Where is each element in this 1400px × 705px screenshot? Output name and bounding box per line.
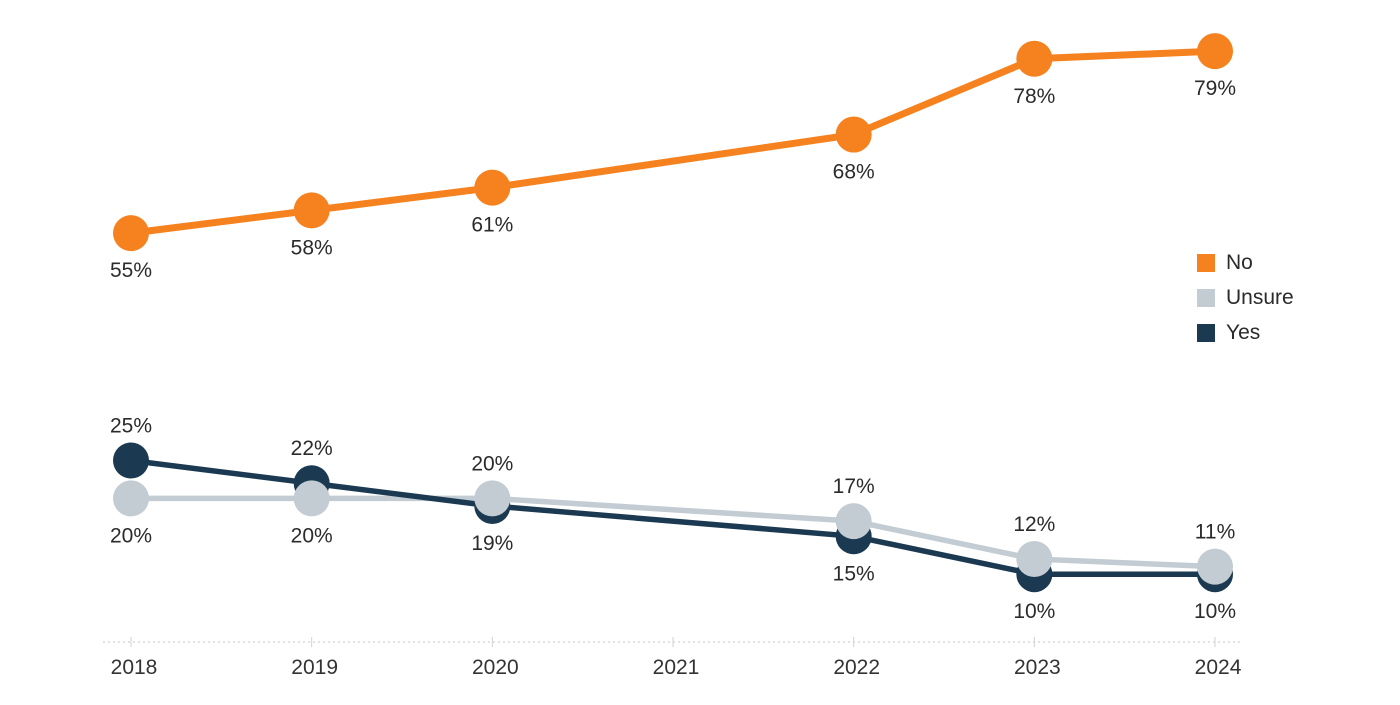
- legend-item-no: No: [1197, 252, 1294, 274]
- chart-legend: No Unsure Yes: [1197, 252, 1294, 357]
- x-axis-label-2021: 2021: [653, 656, 700, 679]
- point-label-unsure-2019: 20%: [291, 524, 333, 547]
- legend-item-unsure: Unsure: [1197, 287, 1294, 309]
- point-label-no-2018: 55%: [110, 259, 152, 282]
- point-no-2024: [1197, 33, 1234, 70]
- legend-swatch-no: [1197, 254, 1215, 272]
- point-unsure-2022: [835, 503, 872, 540]
- point-label-yes-2023: 10%: [1013, 600, 1055, 623]
- x-axis-label-2024: 2024: [1195, 656, 1242, 679]
- point-label-unsure-2018: 20%: [110, 524, 152, 547]
- point-no-2022: [835, 116, 872, 153]
- series-unsure-line: [128, 495, 1218, 570]
- x-axis-label-2020: 2020: [472, 656, 519, 679]
- legend-label-no: No: [1226, 251, 1253, 274]
- legend-label-yes: Yes: [1226, 321, 1261, 344]
- point-label-yes-2022: 15%: [833, 562, 875, 585]
- point-unsure-2023: [1016, 541, 1053, 578]
- point-no-2019: [293, 192, 330, 229]
- point-label-no-2020: 61%: [471, 214, 513, 237]
- legend-swatch-yes: [1197, 324, 1215, 342]
- point-unsure-2020: [474, 480, 511, 517]
- point-unsure-2018: [113, 480, 149, 517]
- point-no-2020: [474, 169, 511, 206]
- legend-label-unsure: Unsure: [1226, 286, 1294, 309]
- x-axis-label-2018: 2018: [111, 656, 158, 679]
- point-yes-2018: [113, 442, 149, 479]
- series-no-line: [127, 47, 1219, 237]
- point-label-unsure-2020: 20%: [471, 452, 513, 475]
- series-yes-line: [128, 457, 1218, 577]
- point-unsure-2024: [1197, 548, 1234, 585]
- point-label-no-2022: 68%: [833, 161, 875, 184]
- point-label-yes-2018: 25%: [110, 415, 152, 438]
- legend-swatch-unsure: [1197, 289, 1215, 307]
- point-label-unsure-2024: 11%: [1195, 521, 1235, 544]
- point-unsure-2019: [293, 480, 330, 517]
- point-label-unsure-2023: 12%: [1013, 513, 1055, 536]
- point-label-yes-2024: 10%: [1194, 600, 1236, 623]
- point-label-no-2024: 79%: [1194, 77, 1236, 100]
- point-label-yes-2019: 22%: [291, 437, 333, 460]
- x-axis-label-2022: 2022: [833, 656, 880, 679]
- legend-item-yes: Yes: [1197, 322, 1294, 344]
- point-label-unsure-2022: 17%: [833, 475, 875, 498]
- point-label-yes-2020: 19%: [471, 532, 513, 555]
- point-no-2018: [113, 215, 149, 252]
- point-no-2023: [1016, 40, 1053, 77]
- x-axis-label-2019: 2019: [291, 656, 338, 679]
- point-label-no-2019: 58%: [291, 236, 333, 259]
- x-axis-label-2023: 2023: [1014, 656, 1061, 679]
- point-label-no-2023: 78%: [1013, 85, 1055, 108]
